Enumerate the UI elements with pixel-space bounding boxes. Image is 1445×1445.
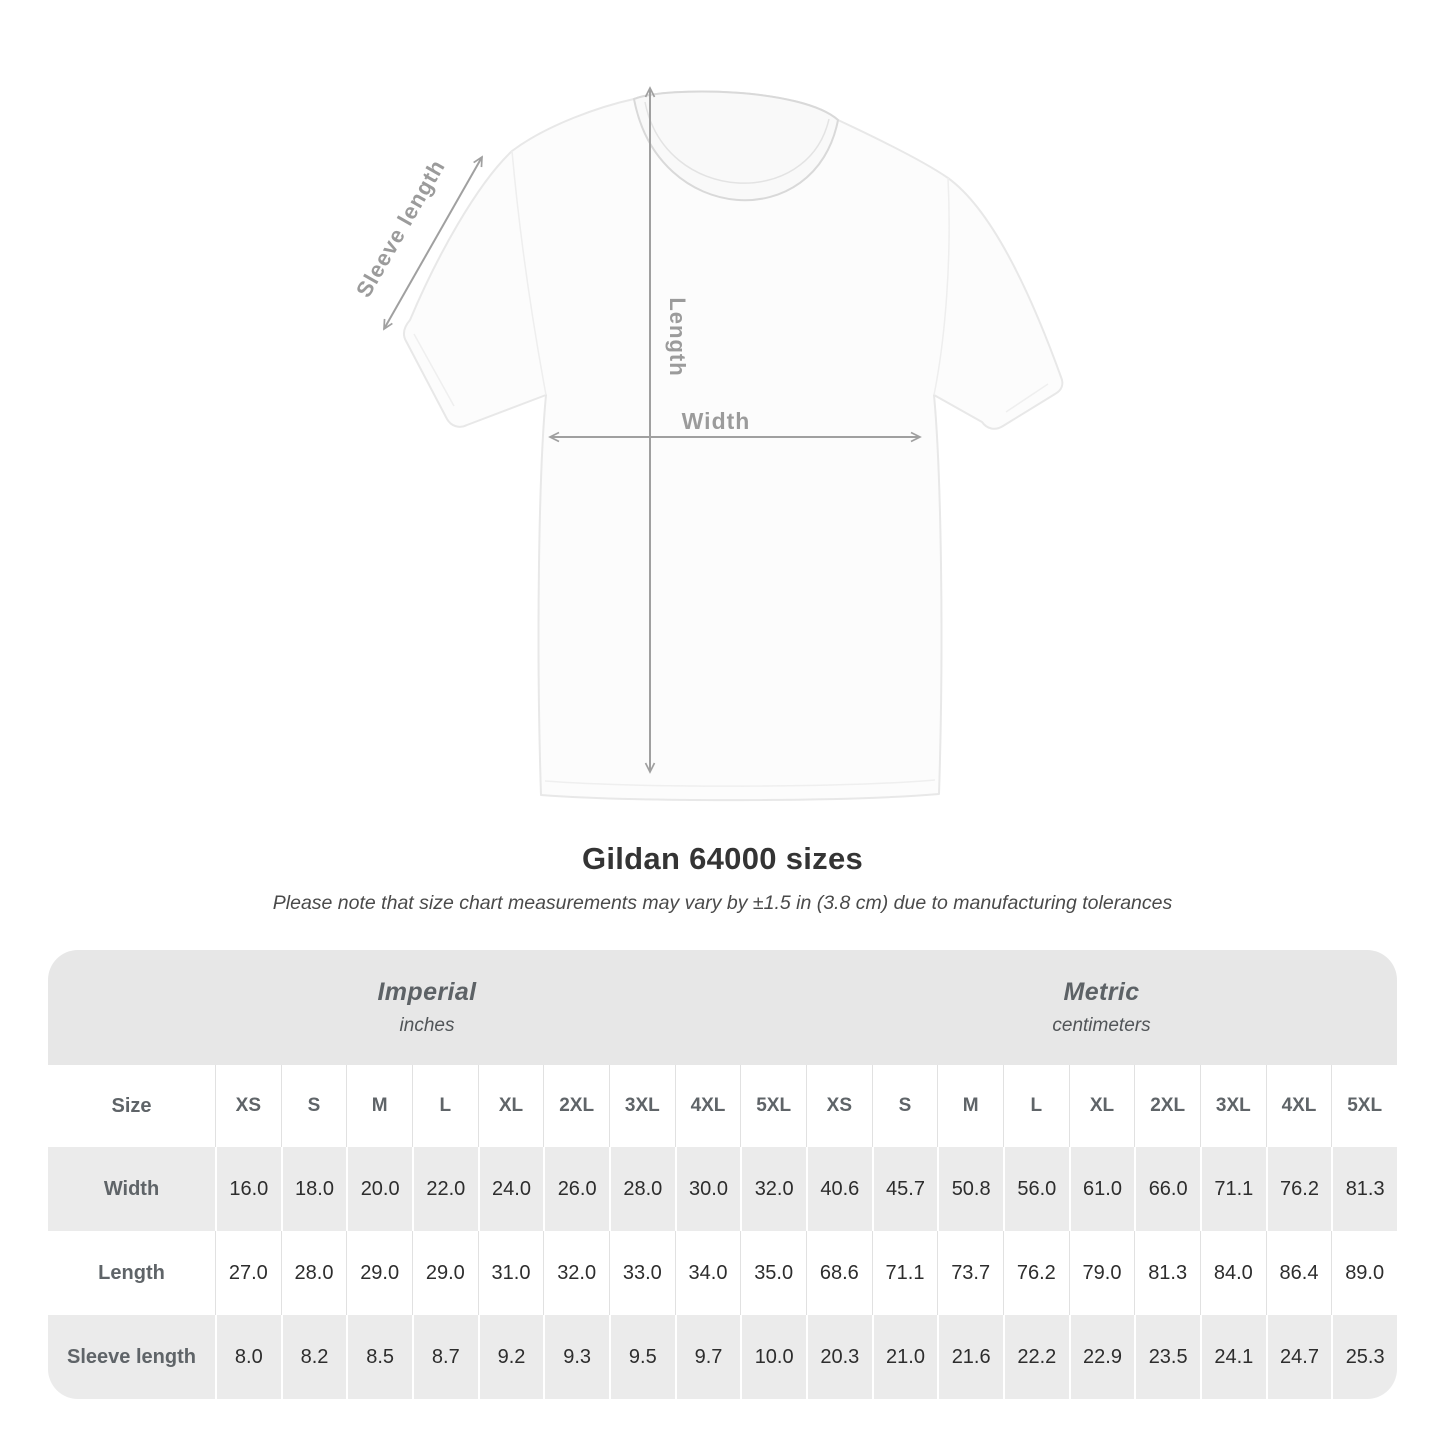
table-cell: 9.2 [477,1315,544,1399]
row-label: Width [48,1147,215,1231]
table-cell: 24.1 [1199,1315,1266,1399]
table-cell: 30.0 [674,1147,741,1231]
table-cell: 71.1 [871,1231,938,1315]
table-cell: 81.3 [1331,1147,1397,1231]
table-cell: 8.7 [411,1315,478,1399]
size-col-header: S [871,1065,938,1147]
table-cell: 50.8 [937,1147,1003,1231]
row-label: Length [98,1261,165,1284]
size-col-header: XL [477,1065,544,1147]
imperial-unit: inches [399,1015,455,1036]
table-cell: 79.0 [1068,1231,1135,1315]
table-cell: 9.7 [674,1315,741,1399]
table-cell: 81.3 [1134,1231,1200,1315]
table-cell: 29.0 [346,1231,412,1315]
table-cell: 32.0 [740,1147,806,1231]
table-cell: 35.0 [740,1231,806,1315]
size-col-header: 2XL [543,1065,609,1147]
tolerance-note: Please note that size chart measurements… [272,892,1173,914]
table-cell: 8.2 [280,1315,347,1399]
size-col-header: 4XL [1265,1065,1332,1147]
table-cell: 24.7 [1265,1315,1332,1399]
table-cell: 31.0 [477,1231,544,1315]
table-cell: 86.4 [1265,1231,1332,1315]
size-col-header: XS [215,1065,281,1147]
row-label: Sleeve length [48,1315,215,1399]
table-cell: 73.7 [937,1231,1003,1315]
size-col-header: L [1002,1065,1069,1147]
unit-header-band: Imperial inches Metric centimeters [48,950,1397,1065]
table-cell: 9.3 [543,1315,609,1399]
table-cell: 61.0 [1068,1147,1135,1231]
imperial-title: Imperial [377,978,477,1006]
table-cell: 23.5 [1134,1315,1200,1399]
table-cell: 34.0 [674,1231,741,1315]
table-cell: 33.0 [608,1231,675,1315]
table-cell: 66.0 [1134,1147,1200,1231]
size-col-header: 3XL [1199,1065,1266,1147]
table-cell: 27.0 [215,1231,281,1315]
table-cell: 21.6 [937,1315,1003,1399]
page-title: Gildan 64000 sizes [581,841,864,876]
size-col-header: XS [805,1065,872,1147]
table-cell: 22.2 [1002,1315,1069,1399]
table-cell: 8.5 [346,1315,412,1399]
length-label: Length [665,297,690,376]
size-col-header: 3XL [608,1065,675,1147]
size-col-header: 4XL [674,1065,741,1147]
table-cell: 56.0 [1002,1147,1069,1231]
table-cell: 28.0 [608,1147,675,1231]
size-col-header: 5XL [1331,1065,1397,1147]
table-cell: 20.0 [346,1147,412,1231]
table-cell: 16.0 [215,1147,281,1231]
table-cell: 71.1 [1199,1147,1266,1231]
table-cell: 10.0 [740,1315,806,1399]
width-label: Width [682,408,751,434]
table-cell: 8.0 [215,1315,281,1399]
table-cell: 89.0 [1331,1231,1397,1315]
table-cell: 9.5 [608,1315,675,1399]
measurement-arrows [383,86,922,774]
table-cell: 20.3 [805,1315,872,1399]
table-cell: 76.2 [1002,1231,1069,1315]
tshirt-photo [402,90,1064,802]
metric-unit: centimeters [1052,1015,1151,1036]
size-col-header: M [346,1065,412,1147]
size-column-header: Size [111,1094,152,1117]
table-cell: 26.0 [543,1147,609,1231]
table-cell: 25.3 [1331,1315,1397,1399]
table-cell: 40.6 [805,1147,872,1231]
table-cell: 84.0 [1199,1231,1266,1315]
table-cell: 22.0 [411,1147,478,1231]
table-cell: 76.2 [1265,1147,1332,1231]
size-col-header: 5XL [740,1065,806,1147]
size-chart-table: Imperial inches Metric centimeters Size X… [48,950,1397,1399]
table-cell: 32.0 [543,1231,609,1315]
table-cell: 45.7 [871,1147,938,1231]
table-cell: 18.0 [280,1147,347,1231]
tshirt-diagram: Sleeve length Length Width [351,86,1064,802]
size-col-header: M [937,1065,1003,1147]
size-col-header: 2XL [1134,1065,1200,1147]
size-grid: Size XS S M L XL 2XL 3XL 4XL 5XL XS S M L XL 2XL 3XL 4XL 5… [48,1065,1397,1399]
table-cell: 24.0 [477,1147,544,1231]
sleeve-length-arrow [383,155,483,331]
metric-header: Metric centimeters [806,950,1397,1065]
size-col-header: L [411,1065,478,1147]
size-col-header: S [280,1065,347,1147]
size-col-header: XL [1068,1065,1135,1147]
metric-title: Metric [1063,978,1140,1006]
table-cell: 22.9 [1068,1315,1135,1399]
table-cell: 68.6 [805,1231,872,1315]
table-cell: 28.0 [280,1231,347,1315]
table-cell: 21.0 [871,1315,938,1399]
table-cell: 29.0 [411,1231,478,1315]
imperial-header: Imperial inches [48,950,806,1065]
